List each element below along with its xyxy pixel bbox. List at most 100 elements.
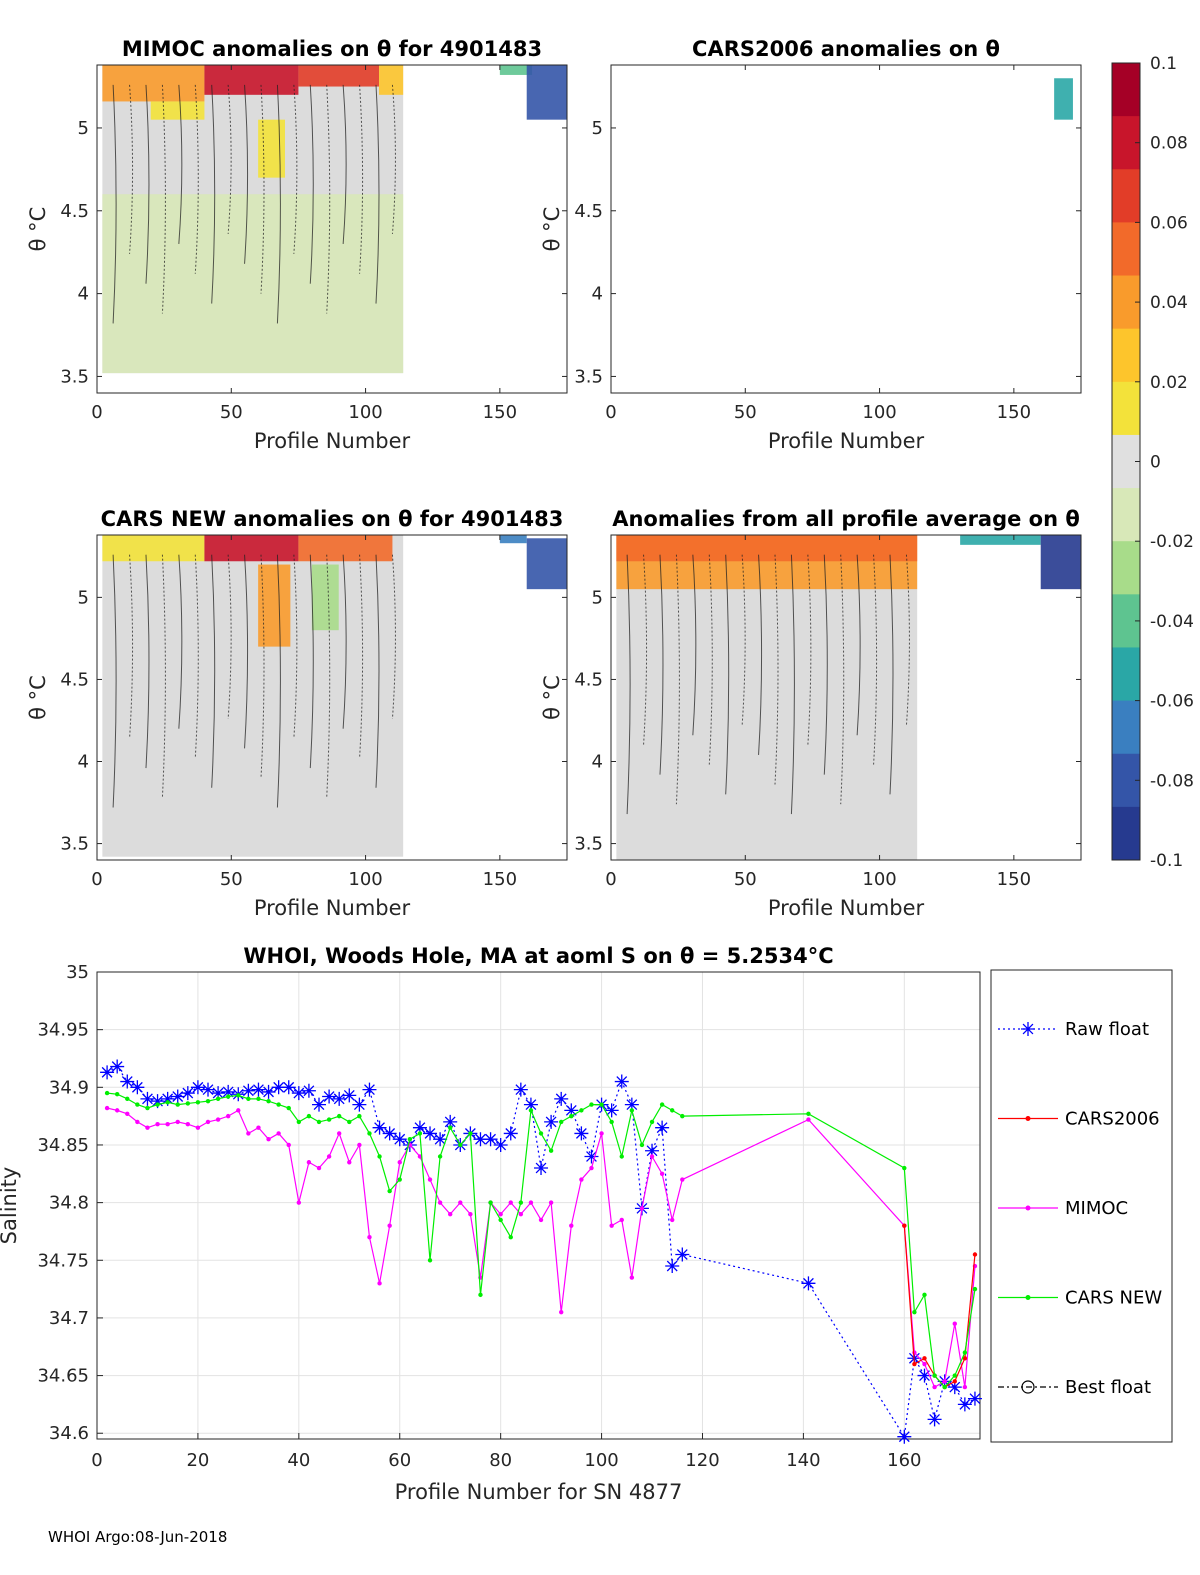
data-point [468, 1211, 473, 1217]
data-point [322, 1089, 337, 1104]
data-point [922, 1361, 927, 1367]
contour-line [840, 554, 845, 805]
contour-line [758, 554, 763, 755]
data-point [286, 1105, 291, 1111]
anomaly-patch [379, 65, 404, 95]
contour-line [326, 84, 331, 314]
data-point [952, 1373, 957, 1378]
colorbar-tick-label: 0.04 [1150, 293, 1188, 313]
contour-line [129, 84, 134, 254]
chart-title: WHOI, Woods Hole, MA at aoml S on θ = 5.… [243, 944, 833, 968]
colorbar-swatch [1112, 222, 1140, 277]
data-point [579, 1177, 584, 1182]
data-point [801, 1276, 816, 1291]
panel-3: 0 50 100 150 5 4.5 4 3.5 Profile Number θ °C CARS … [26, 507, 568, 920]
y-axis-label: θ °C [540, 207, 564, 252]
panel-title: Anomalies from all profile average on θ [612, 507, 1080, 531]
data-point [922, 1356, 927, 1361]
data-point [110, 1059, 125, 1074]
data-point [957, 1397, 972, 1412]
data-point [478, 1292, 483, 1298]
data-point [165, 1100, 170, 1105]
data-point [155, 1102, 160, 1107]
data-point [427, 1177, 433, 1182]
x-tick-label: 0 [91, 1450, 102, 1471]
colorbar-tick-label: -0.1 [1150, 851, 1183, 871]
legend-marker [1021, 1022, 1035, 1036]
data-point [412, 1120, 427, 1135]
contour-line [856, 554, 861, 736]
data-point [649, 1119, 655, 1125]
data-point [225, 1094, 231, 1099]
data-point [241, 1083, 256, 1098]
data-point [503, 1126, 518, 1141]
contour-line [708, 554, 713, 765]
data-point [902, 1165, 907, 1171]
data-point [397, 1160, 402, 1165]
contour-line [905, 554, 910, 726]
data-point [175, 1119, 180, 1125]
data-point [261, 1084, 276, 1099]
colorbar-tick-label: 0.06 [1150, 213, 1188, 233]
data-point [266, 1136, 271, 1142]
data-point [468, 1131, 473, 1136]
data-point [967, 1391, 982, 1406]
x-tick-label: 150 [483, 869, 517, 890]
colorbar-tick-label: 0.02 [1150, 373, 1188, 393]
colorbar-swatch [1112, 63, 1140, 117]
data-point [417, 1131, 423, 1136]
data-point [639, 1206, 645, 1211]
data-point [291, 1086, 306, 1101]
anomaly-patch [616, 535, 918, 562]
anomaly-patch [204, 65, 299, 95]
data-point [276, 1102, 281, 1107]
contour-line [873, 554, 878, 765]
colorbar-tick-label: 0 [1150, 453, 1161, 473]
data-point [256, 1096, 261, 1102]
data-point [195, 1100, 201, 1105]
data-point [538, 1131, 544, 1136]
data-point [589, 1165, 594, 1171]
data-point [473, 1132, 488, 1147]
anomaly-patch [1054, 78, 1073, 120]
data-point [493, 1137, 508, 1152]
y-axis-label: θ °C [26, 207, 50, 252]
contour-line [276, 554, 281, 808]
y-tick-label: 4 [592, 284, 603, 305]
legend-frame [990, 969, 1173, 1443]
contour-line [626, 554, 631, 815]
data-point [427, 1258, 433, 1263]
series-line [107, 1092, 976, 1389]
series-line [106, 1065, 976, 1439]
data-point [518, 1200, 524, 1205]
series-cars2006 [902, 1223, 978, 1390]
data-point [483, 1132, 498, 1147]
data-point [367, 1131, 372, 1136]
anomaly-patch [258, 119, 285, 178]
anomaly-patch [204, 535, 299, 562]
anomaly-patch [499, 65, 533, 75]
x-axis-label: Profile Number [768, 429, 925, 453]
x-tick-label: 0 [605, 402, 616, 423]
data-point [569, 1223, 574, 1228]
x-tick-label: 150 [997, 869, 1031, 890]
data-point [670, 1217, 675, 1223]
panel-title: CARS2006 anomalies on θ [692, 37, 1000, 61]
data-point [645, 1143, 660, 1158]
y-tick-label: 3.5 [574, 834, 603, 855]
data-point [195, 1125, 201, 1130]
y-tick-label: 4 [592, 752, 603, 773]
data-point [175, 1102, 180, 1107]
data-point [362, 1082, 377, 1097]
panel-1: 0 50 100 150 5 4.5 4 3.5 Profile Number θ °C MIMOC… [26, 37, 568, 453]
contour-line [129, 554, 134, 739]
y-tick-label: 34.75 [37, 1250, 89, 1271]
data-point [437, 1154, 443, 1159]
contour-line [227, 84, 232, 235]
x-axis-label: Profile Number [768, 896, 925, 920]
data-point [922, 1292, 927, 1298]
x-tick-label: 120 [685, 1450, 719, 1471]
colorbar-tick-label: -0.02 [1150, 532, 1194, 552]
x-tick-label: 150 [483, 402, 517, 423]
anomaly-patch [102, 535, 205, 562]
